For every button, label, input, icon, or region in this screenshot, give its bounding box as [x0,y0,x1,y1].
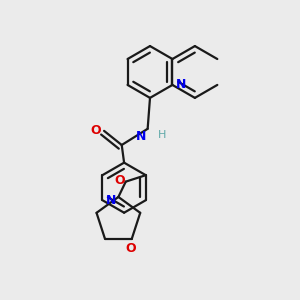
Text: O: O [125,242,136,255]
Text: H: H [158,130,166,140]
Text: O: O [90,124,101,137]
Text: N: N [136,130,146,143]
Text: O: O [114,174,125,187]
Text: N: N [106,194,116,207]
Text: N: N [176,78,186,91]
